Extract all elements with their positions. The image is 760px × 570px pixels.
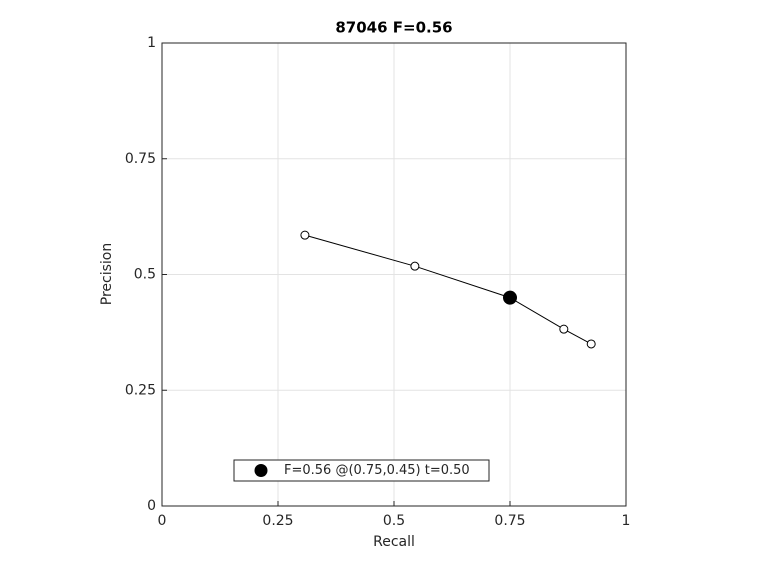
point xyxy=(559,324,569,334)
legend-label: F=0.56 @(0.75,0.45) t=0.50 xyxy=(284,463,470,478)
x-axis-label: Recall xyxy=(373,534,415,550)
point xyxy=(300,230,310,240)
chart-title: 87046 F=0.56 xyxy=(335,19,452,37)
y-axis-label: Precision xyxy=(99,243,115,305)
point xyxy=(410,261,420,271)
axes-box xyxy=(161,42,627,507)
y-tick-label: 1 xyxy=(147,35,156,51)
best-point xyxy=(503,290,517,305)
point xyxy=(586,339,596,349)
x-tick-label: 0.5 xyxy=(383,513,405,529)
x-tick-label: 0.25 xyxy=(262,513,293,529)
x-tick-label: 0.75 xyxy=(494,513,525,529)
y-tick-label: 0 xyxy=(147,498,156,514)
legend-marker xyxy=(254,464,268,477)
legend-box xyxy=(233,459,490,482)
y-tick-label: 0.5 xyxy=(134,267,156,283)
y-tick-label: 0.75 xyxy=(125,151,156,167)
x-tick-label: 0 xyxy=(158,513,167,529)
x-tick-label: 1 xyxy=(622,513,631,529)
y-tick-label: 0.25 xyxy=(125,382,156,398)
